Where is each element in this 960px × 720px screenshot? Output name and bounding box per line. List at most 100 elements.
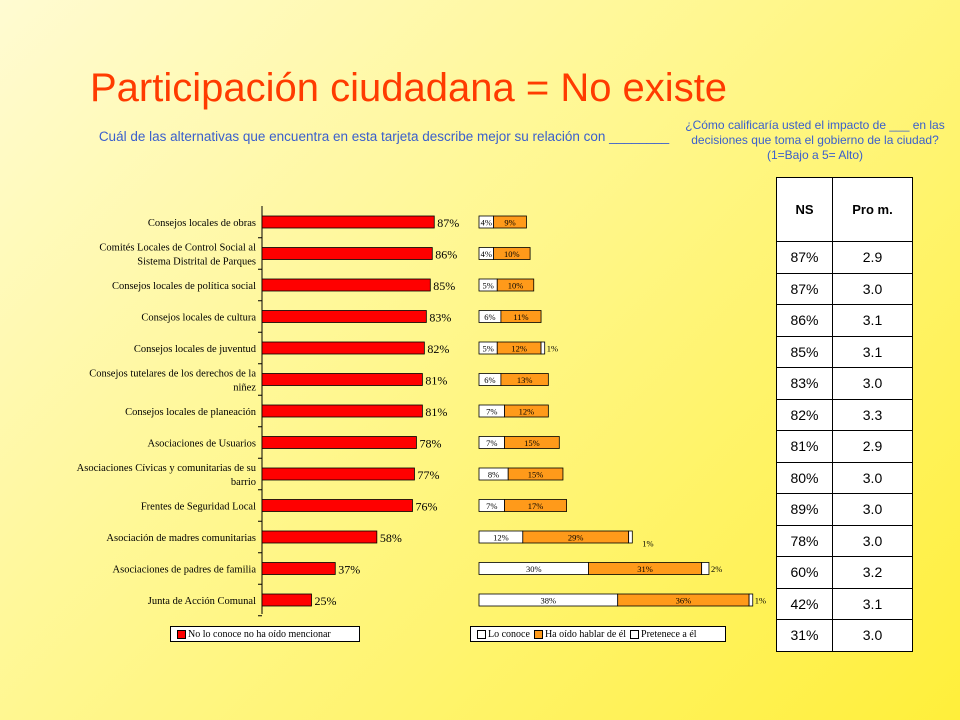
stacked-bar-label: 7% [486, 407, 497, 417]
stacked-bar-label: 5% [482, 281, 493, 291]
stacked-bar-segment [540, 341, 546, 355]
stacked-bar-segment [504, 404, 549, 418]
red-bar [261, 499, 413, 512]
cell-prom: 3.0 [832, 272, 913, 305]
red-bar [261, 562, 336, 575]
cell-prom: 2.9 [832, 430, 913, 463]
red-bar [261, 310, 427, 323]
legend-swatch [630, 629, 640, 639]
category-label: Consejos locales de planeación [125, 407, 257, 418]
stacked-bar-label: 8% [488, 470, 499, 480]
cell-ns: 78% [776, 524, 833, 557]
table-row: 89% 3.0 [776, 493, 913, 526]
red-bar [261, 373, 423, 386]
table-row: 87% 3.0 [776, 272, 913, 305]
stacked-bar-label: 15% [528, 470, 544, 480]
cell-prom: 3.0 [832, 524, 913, 557]
table-row: 78% 3.0 [776, 524, 913, 557]
cell-prom: 2.9 [832, 241, 913, 274]
stacked-bar-segment [493, 247, 531, 260]
cell-ns: 89% [776, 493, 833, 526]
red-bar-label: 77% [417, 468, 439, 482]
red-bar-label: 81% [425, 405, 447, 419]
table-row: 86% 3.1 [776, 304, 913, 337]
legend-label: Ha oído hablar de él [544, 628, 627, 640]
cell-prom: 3.1 [832, 587, 913, 620]
cell-ns: 82% [776, 398, 833, 431]
stacked-bar-label: 10% [508, 281, 524, 291]
category-label: Consejos locales de cultura [141, 313, 256, 324]
red-bar-label: 37% [338, 563, 360, 577]
stacked-bar-segment [748, 593, 754, 607]
stacked-bar-segment [504, 436, 560, 449]
red-bar [261, 436, 417, 449]
cell-ns: 31% [776, 619, 833, 652]
cell-ns: 60% [776, 556, 833, 589]
cell-prom: 3.0 [832, 461, 913, 494]
cell-prom: 3.0 [832, 367, 913, 400]
red-bar-label: 83% [429, 311, 451, 325]
pertenece-label: 1% [642, 539, 653, 549]
category-label: Consejos locales de juventud [134, 344, 257, 355]
stacked-bar-label: 38% [541, 596, 557, 606]
category-label: Frentes de Seguridad Local [141, 502, 256, 513]
stacked-bar-segment [504, 499, 567, 512]
stacked-bar-label: 15% [524, 438, 540, 448]
legend-left: No lo conoce no ha oído mencionar [170, 626, 360, 642]
red-bar-label: 78% [419, 437, 441, 451]
cell-prom: 3.1 [832, 335, 913, 368]
legend-label: Pretenece a él [641, 628, 697, 640]
red-bar-label: 81% [425, 374, 447, 388]
stacked-bar-label: 12% [511, 344, 527, 354]
stacked-bar-label: 30% [526, 564, 542, 574]
category-label: Asociaciones Cívicas y comunitarias de s… [77, 463, 257, 474]
category-label: Junta de Acción Comunal [148, 596, 256, 607]
pertenece-label: 1% [547, 344, 558, 354]
page-title: Participación ciudadana = No existe [90, 66, 728, 110]
cell-prom: 3.3 [832, 398, 913, 431]
stacked-bar-label: 29% [568, 533, 584, 543]
legend-label: Lo conoce [488, 628, 530, 640]
cell-ns: 85% [776, 335, 833, 368]
category-label: niñez [233, 383, 256, 394]
legend-right: Lo conoce Ha oído hablar de él Pretenece… [470, 626, 726, 642]
stacked-bar-segment [507, 467, 564, 481]
table-row: 82% 3.3 [776, 398, 913, 431]
red-bar-label: 58% [380, 531, 402, 545]
table-row: 80% 3.0 [776, 461, 913, 494]
legend-swatch [177, 629, 186, 639]
rating-question: ¿Cómo calificaría usted el impacto de __… [685, 118, 945, 162]
red-bar-label: 82% [427, 342, 449, 356]
stacked-bar-segment [701, 562, 710, 575]
stacked-bar-label: 12% [519, 407, 535, 417]
category-label: Asociación de madres comunitarias [106, 533, 256, 544]
red-bar-label: 25% [315, 594, 337, 608]
cell-ns: 81% [776, 430, 833, 463]
table-row: 83% 3.0 [776, 367, 913, 400]
red-bar [261, 530, 378, 544]
table-row: 81% 2.9 [776, 430, 913, 463]
cell-ns: 80% [776, 461, 833, 494]
cell-ns: 42% [776, 587, 833, 620]
header-ns: NS [776, 177, 833, 242]
cell-prom: 3.2 [832, 556, 913, 589]
stacked-bar-label: 31% [637, 564, 653, 574]
stacked-bar-segment [493, 215, 527, 229]
legend-item-lo-conoce: Lo conoce [477, 629, 530, 640]
stacked-bar-segment [500, 373, 549, 386]
stacked-bar-label: 5% [482, 344, 493, 354]
chart-subtitle: Cuál de las alternativas que encuentra e… [98, 129, 670, 144]
red-bar [261, 467, 415, 481]
stacked-bar-label: 6% [484, 375, 495, 385]
stats-table: NS Pro m. 87% 2.9 87% 3.0 86% 3.1 85% 3.1 83% 3.0… [776, 177, 913, 652]
table-row: 87% 2.9 [776, 241, 913, 274]
red-bar-label: 85% [433, 279, 455, 293]
category-label: Consejos locales de política social [112, 281, 256, 292]
stacked-bar-segment [628, 530, 633, 544]
red-bar [261, 215, 435, 229]
pertenece-label: 1% [755, 596, 766, 606]
stacked-bar-label: 12% [493, 533, 509, 543]
header-prom: Pro m. [832, 177, 913, 242]
red-bar-label: 76% [415, 500, 437, 514]
